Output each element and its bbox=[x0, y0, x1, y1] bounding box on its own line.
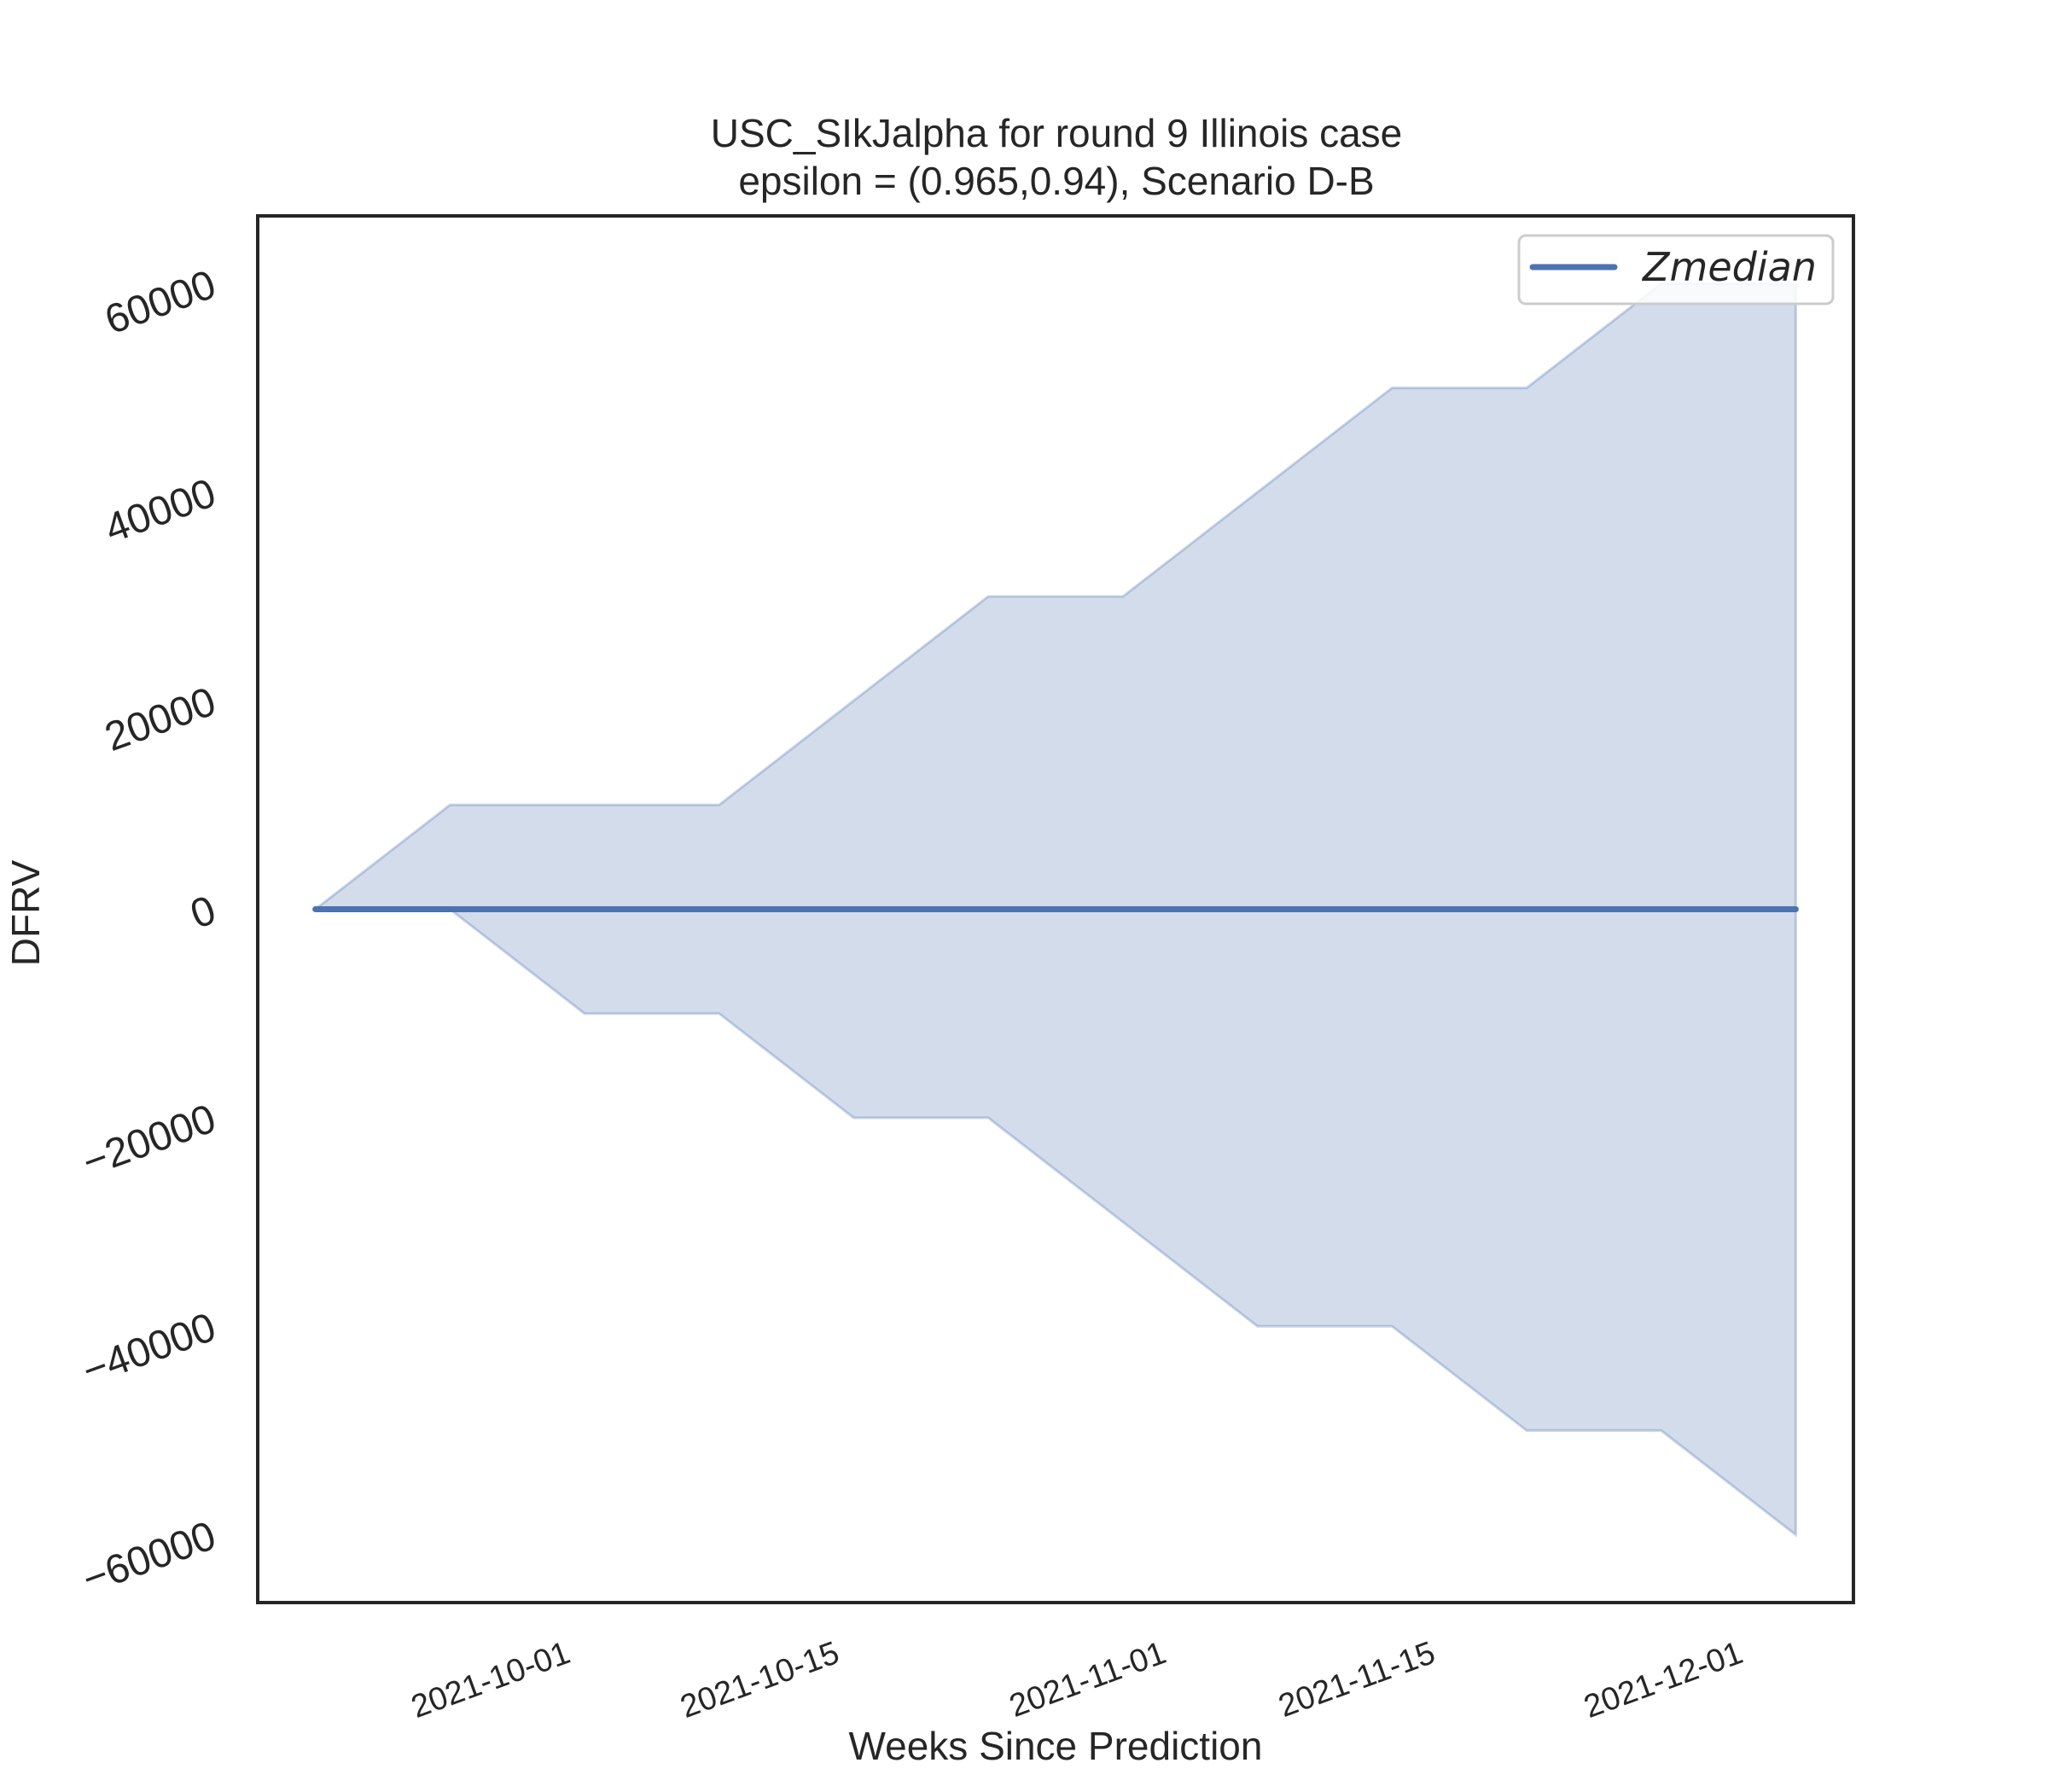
y-tick-label: 60000 bbox=[99, 262, 222, 343]
x-tick-labels: 2021-10-01 2021-10-15 2021-11-01 2021-11-15… bbox=[407, 1635, 1748, 1725]
x-tick-label: 2021-10-01 bbox=[407, 1635, 575, 1725]
y-tick-label: 0 bbox=[185, 887, 222, 938]
x-tick-label: 2021-12-01 bbox=[1580, 1635, 1748, 1725]
y-tick-label: −60000 bbox=[77, 1513, 222, 1603]
y-tick-label: −40000 bbox=[77, 1305, 222, 1394]
y-tick-label: 20000 bbox=[99, 679, 222, 760]
x-tick-label: 2021-10-15 bbox=[676, 1635, 844, 1725]
x-tick-label: 2021-11-01 bbox=[1005, 1635, 1171, 1725]
y-tick-label: −20000 bbox=[77, 1096, 222, 1185]
y-axis-label: DFRV bbox=[3, 859, 48, 966]
y-tick-labels: −60000 −40000 −20000 0 20000 40000 60000 bbox=[77, 262, 222, 1603]
plot-frame bbox=[256, 214, 1855, 1604]
y-tick-label: 40000 bbox=[99, 470, 222, 551]
x-axis-label: Weeks Since Prediction bbox=[849, 1724, 1263, 1768]
legend: Zmedian bbox=[1517, 234, 1835, 305]
chart-subtitle: epsilon = (0.965,0.94), Scenario D-B bbox=[738, 159, 1374, 203]
chart-title: USC_SIkJalpha for round 9 Illinois case bbox=[711, 111, 1403, 155]
legend-label-zmedian: Zmedian bbox=[1641, 244, 1817, 290]
x-tick-label: 2021-11-15 bbox=[1274, 1635, 1440, 1725]
legend-box bbox=[1517, 234, 1835, 305]
plot-area bbox=[311, 282, 1799, 1538]
